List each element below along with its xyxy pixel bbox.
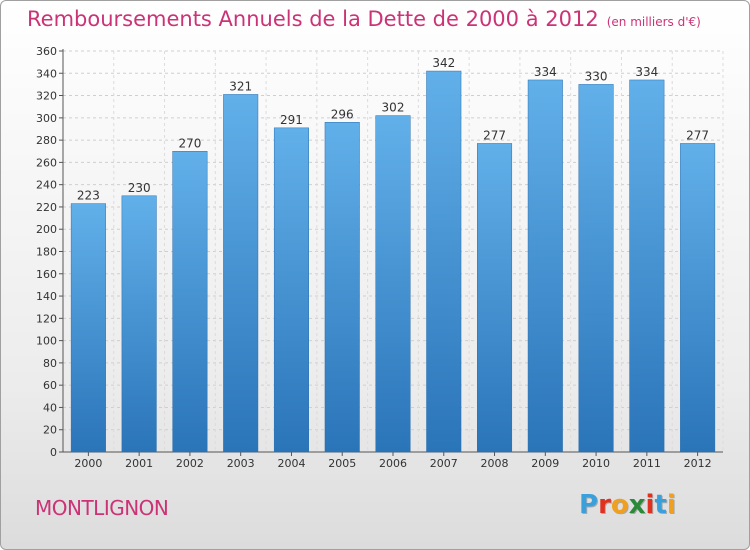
x-tick-label: 2003 [227, 457, 255, 470]
data-label: 321 [229, 79, 252, 93]
y-tick-label: 200 [36, 223, 57, 236]
x-tick-label: 2012 [684, 457, 712, 470]
logo-letter: o [610, 490, 629, 520]
data-label: 277 [483, 128, 506, 142]
data-label: 277 [686, 128, 709, 142]
x-tick-label: 2004 [277, 457, 305, 470]
chart-units: (en milliers d'€) [606, 15, 701, 29]
logo-letter: P [579, 490, 599, 520]
logo-letter: t [654, 490, 667, 520]
y-tick-label: 120 [36, 312, 57, 325]
y-tick-label: 20 [43, 424, 57, 437]
logo-letter: r [598, 490, 611, 520]
y-tick-label: 260 [36, 156, 57, 169]
data-label: 270 [178, 136, 201, 150]
logo-letter: i [645, 490, 655, 520]
y-tick-label: 340 [36, 67, 57, 80]
labels: 0 20 40 60 80 100 120 140 160 180 200 220 240 260 280 3… [36, 45, 712, 470]
y-tick-label: 40 [43, 401, 57, 414]
y-tick-label: 160 [36, 268, 57, 281]
chart-title: Remboursements Annuels de la Dette de 20… [27, 7, 701, 31]
bar [273, 127, 309, 453]
x-tick-label: 2005 [328, 457, 356, 470]
bar [121, 195, 157, 453]
data-label: 223 [77, 189, 100, 203]
y-tick-label: 180 [36, 246, 57, 259]
x-tick-label: 2006 [379, 457, 407, 470]
bar [223, 94, 259, 453]
y-tick-label: 300 [36, 112, 57, 125]
chart-title-text: Remboursements Annuels de la Dette de 20… [27, 7, 599, 31]
bar [477, 143, 513, 453]
logo-letter: i [666, 490, 676, 520]
x-tick-label: 2011 [633, 457, 661, 470]
y-tick-label: 60 [43, 379, 57, 392]
bar [172, 151, 208, 453]
data-label: 334 [534, 65, 557, 79]
bar [680, 143, 716, 453]
x-tick-label: 2007 [430, 457, 458, 470]
x-tick-label: 2008 [481, 457, 509, 470]
data-label: 330 [585, 69, 608, 83]
bar [426, 70, 462, 453]
data-label: 296 [331, 107, 354, 121]
bar [578, 84, 614, 453]
y-tick-label: 140 [36, 290, 57, 303]
y-tick-label: 360 [36, 45, 57, 58]
x-tick-label: 2001 [125, 457, 153, 470]
y-tick-label: 320 [36, 90, 57, 103]
bar [629, 79, 665, 453]
x-tick-label: 2000 [74, 457, 102, 470]
bar [375, 115, 411, 453]
proxiti-logo: Proxiti [579, 490, 676, 520]
data-label: 230 [128, 181, 151, 195]
y-tick-label: 0 [50, 446, 57, 459]
place-name: MONTLIGNON [35, 496, 169, 520]
data-label: 291 [280, 113, 303, 127]
bars [70, 70, 716, 453]
y-tick-label: 100 [36, 335, 57, 348]
x-tick-label: 2009 [531, 457, 559, 470]
data-label: 334 [635, 65, 658, 79]
y-tick-label: 80 [43, 357, 57, 370]
y-tick-label: 240 [36, 179, 57, 192]
x-tick-label: 2002 [176, 457, 204, 470]
bar [527, 79, 563, 453]
bar [70, 203, 106, 453]
data-label: 342 [432, 56, 455, 70]
y-tick-label: 280 [36, 134, 57, 147]
logo-letter: x [628, 490, 646, 520]
x-tick-label: 2010 [582, 457, 610, 470]
y-tick-label: 220 [36, 201, 57, 214]
bar [324, 122, 360, 453]
data-label: 302 [382, 101, 405, 115]
